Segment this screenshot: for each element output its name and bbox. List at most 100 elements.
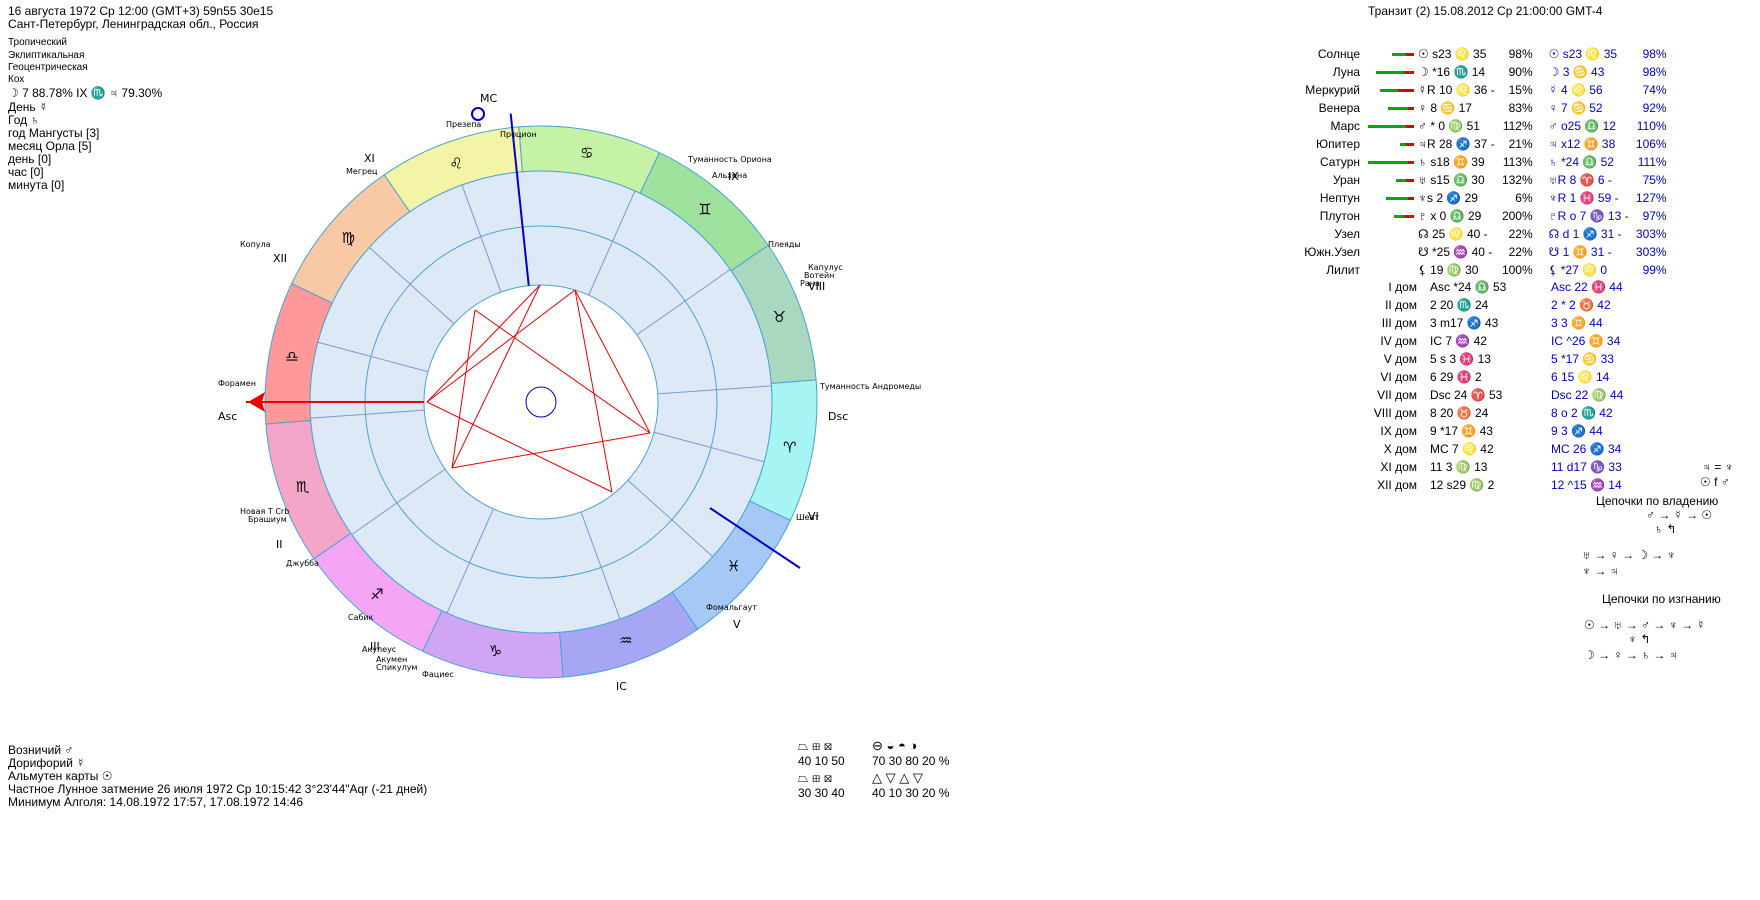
fixed-star-label: Сабик — [348, 613, 374, 622]
planet-transit: ♀ 7 ♋ 52 — [1548, 101, 1603, 115]
dsc-label: Dsc — [828, 410, 848, 423]
planets-table: Солнце ☉ s23 ♌ 35 98% ☉ s23 ♌ 35 98% Луна ☽ *1… — [1286, 45, 1669, 279]
house-cusp — [636, 269, 731, 336]
doryphoros: Дорифорий ☿ — [8, 756, 86, 770]
house-natal: 12 s29 ♍ 2 — [1430, 478, 1495, 492]
house-transit: 9 3 ♐ 44 — [1551, 424, 1603, 438]
house-name: IX дом — [1380, 424, 1417, 438]
fixed-star-label: Новая Т Crb — [240, 507, 289, 516]
house-transit: Dsc 22 ♍ 44 — [1551, 388, 1624, 402]
planet-natal-pct: 98% — [1508, 47, 1533, 61]
house-transit: 5 *17 ♋ 33 — [1551, 352, 1614, 366]
house-transit: 12 ^15 ♒ 14 — [1551, 478, 1622, 492]
house-name: III дом — [1381, 316, 1417, 330]
planet-strength-bar — [1362, 63, 1416, 81]
planet-transit: ♇R o 7 ♑ 13 - — [1548, 209, 1629, 223]
houses-table: I дом Asc *24 ♎ 53 Asc 22 ♓ 44 II дом 2 20 ♏… — [1360, 278, 1626, 494]
exile-title: Цепочки по изгнанию — [1602, 592, 1721, 606]
house-row: XI дом 11 3 ♍ 13 11 d17 ♑ 33 — [1360, 458, 1626, 476]
house-cusp — [588, 190, 636, 296]
planet-transit: ♄ *24 ♎ 52 — [1548, 155, 1614, 169]
house-name: II дом — [1385, 298, 1417, 312]
day-ruler: День ☿ — [8, 100, 49, 114]
fixed-star-label: Мегрец — [346, 167, 378, 176]
fixed-star-label: Туманность Ориона — [687, 155, 772, 164]
fixed-star-label: Вотейн — [804, 271, 834, 280]
fixed-star-label: Акумен — [376, 655, 407, 664]
fixed-star-label: Туманность Андромеды — [819, 382, 921, 391]
almuten: Альмутен карты ☉ — [8, 769, 113, 783]
planet-row: Узел ☊ 25 ♌ 40 - 22% ☊ d 1 ♐ 31 - 303% — [1286, 225, 1669, 243]
house-name: XI дом — [1380, 460, 1417, 474]
zodiac-sign-glyph: ♑ — [489, 642, 502, 660]
planet-row: Нептун ♆s 2 ♐ 29 6% ♆R 1 ♓ 59 - 127% — [1286, 189, 1669, 207]
mc-marker-icon — [471, 107, 485, 121]
planet-row: Лилит ⚸ 19 ♍ 30 100% ⚸ *27 ♌ 0 99% — [1286, 261, 1669, 279]
stats-icons-1: ⏢ ⊞ ⊠ — [798, 738, 833, 753]
house-row: V дом 5 s 3 ♓ 13 5 *17 ♋ 33 — [1360, 350, 1626, 368]
planet-transit: ⚸ *27 ♌ 0 — [1548, 263, 1608, 277]
planet-transit-pct: 99% — [1642, 263, 1667, 277]
planet-name: Венера — [1318, 101, 1360, 115]
exile-chain-3: ☽ → ♀ → ♄ → ♃ — [1584, 648, 1678, 662]
fixed-star-label: Джубба — [286, 559, 319, 568]
fixed-star-label: Копула — [240, 240, 271, 249]
house-natal: 2 20 ♏ 24 — [1430, 298, 1489, 312]
mc-axis — [509, 113, 530, 286]
planet-strength-bar — [1362, 45, 1416, 63]
planet-name: Нептун — [1319, 191, 1360, 205]
stats-icons-3: ⊖ ◒ ◓ ◑ — [872, 738, 918, 753]
planet-transit: ☊ d 1 ♐ 31 - — [1548, 227, 1622, 241]
aspect-line — [426, 289, 576, 403]
house-cusp — [310, 409, 425, 419]
house-natal: IC 7 ♒ 42 — [1430, 334, 1487, 348]
aspect-line — [426, 401, 613, 493]
planet-natal: ☿R 10 ♌ 36 - — [1418, 83, 1495, 97]
fixed-star-label: Процион — [500, 130, 537, 139]
algol-minimum: Минимум Алголя: 14.08.1972 17:57, 17.08.… — [8, 795, 304, 809]
center-circle — [525, 386, 557, 418]
house-cusp — [653, 431, 765, 463]
aspect-line — [426, 284, 541, 403]
house-cusp — [446, 508, 494, 614]
planet-row: Луна ☽ *16 ♏ 14 90% ☽ 3 ♋ 43 98% — [1286, 63, 1669, 81]
house-cusp — [351, 468, 446, 535]
stats-row-2: 30 30 40 — [798, 786, 845, 800]
planet-row: Уран ♅ s15 ♎ 30 132% ♅R 8 ♈ 6 - 75% — [1286, 171, 1669, 189]
mongoose-year: год Мангусты [3] — [8, 126, 100, 140]
house-row: IX дом 9 *17 ♊ 43 9 3 ♐ 44 — [1360, 422, 1626, 440]
planet-row: Солнце ☉ s23 ♌ 35 98% ☉ s23 ♌ 35 98% — [1286, 45, 1669, 63]
house-transit: MC 26 ♐ 34 — [1551, 442, 1622, 456]
planet-transit-pct: 303% — [1635, 245, 1667, 259]
planet-strength-bar — [1362, 243, 1416, 261]
planet-transit-pct: 98% — [1642, 47, 1667, 61]
house-natal: 9 *17 ♊ 43 — [1430, 424, 1493, 438]
house-transit: 3 3 ♊ 44 — [1551, 316, 1603, 330]
house-natal: MC 7 ♌ 42 — [1430, 442, 1494, 456]
planet-natal-pct: 6% — [1515, 191, 1533, 205]
planet-natal: ♆s 2 ♐ 29 — [1418, 191, 1478, 205]
house-roman-label: IX — [728, 170, 739, 183]
fixed-star-label: Форамен — [218, 379, 256, 388]
house-transit: 8 o 2 ♏ 42 — [1551, 406, 1613, 420]
planet-natal: ♀ 8 ♋ 17 — [1418, 101, 1472, 115]
planet-transit: ♃ x12 ♊ 38 — [1548, 137, 1616, 151]
planet-transit-pct: 97% — [1642, 209, 1667, 223]
planet-strength-bar — [1362, 81, 1416, 99]
charioteer: Возничий ♂ — [8, 743, 74, 757]
planet-name: Меркурий — [1305, 83, 1360, 97]
chain-equal: ♃ = ♆ — [1702, 460, 1734, 474]
house-row: II дом 2 20 ♏ 24 2 * 2 ♉ 42 — [1360, 296, 1626, 314]
zodiac-sign-glyph: ♉ — [773, 308, 786, 326]
planet-natal: ⚸ 19 ♍ 30 — [1418, 263, 1479, 277]
planet-transit-pct: 111% — [1637, 155, 1667, 169]
planet-natal: ♂ * 0 ♍ 51 — [1418, 119, 1480, 133]
zodiac-sign-glyph: ♏ — [296, 478, 310, 496]
ownership-title: Цепочки по владению — [1596, 494, 1719, 508]
planet-natal-pct: 22% — [1508, 245, 1533, 259]
planet-natal-pct: 113% — [1502, 155, 1533, 169]
house-transit: 11 d17 ♑ 33 — [1551, 460, 1622, 474]
house-name: IV дом — [1380, 334, 1417, 348]
mc-label: MC — [480, 92, 497, 105]
